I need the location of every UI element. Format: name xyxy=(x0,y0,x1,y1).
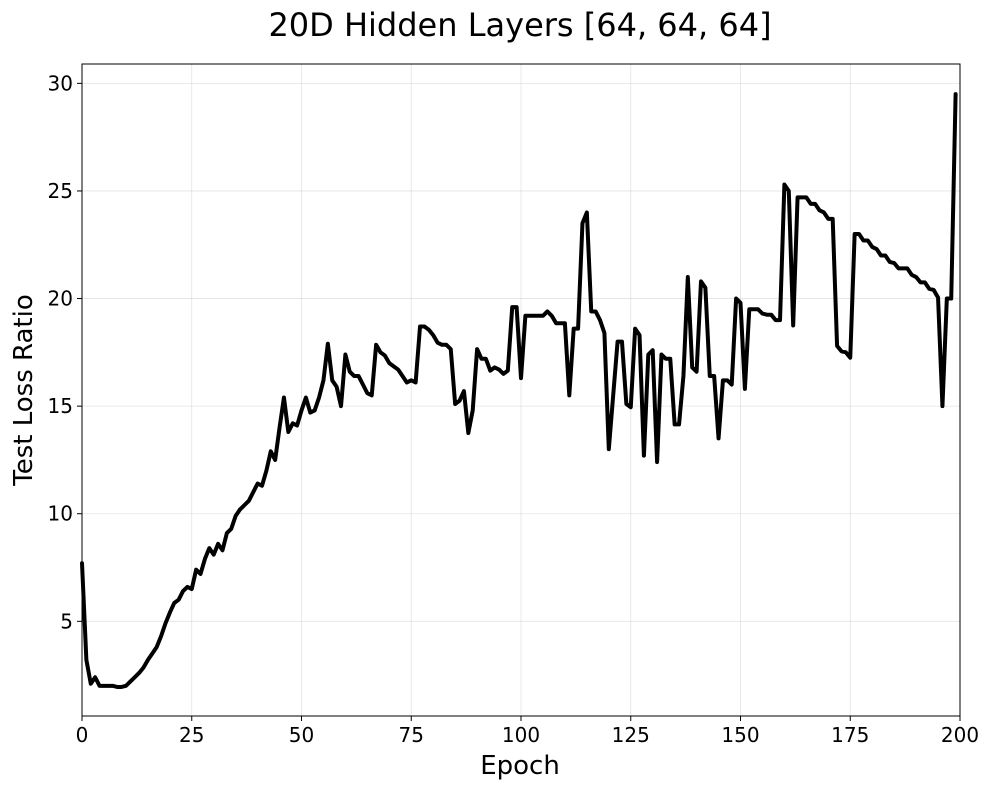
x-tick-label: 75 xyxy=(399,723,424,747)
x-tick-label: 25 xyxy=(179,723,204,747)
grid xyxy=(81,64,961,716)
series-line xyxy=(80,92,958,689)
x-tick-label: 125 xyxy=(612,723,650,747)
x-tick-label: 50 xyxy=(289,723,314,747)
x-tick-label: 175 xyxy=(831,723,869,747)
y-tick-label: 15 xyxy=(48,394,73,418)
y-tick-label: 5 xyxy=(60,609,73,633)
y-axis: 5 10 15 20 25 30 xyxy=(48,71,82,633)
x-tick-label: 0 xyxy=(76,723,89,747)
chart-title: 20D Hidden Layers [64, 64, 64] xyxy=(268,6,771,44)
y-tick-label: 25 xyxy=(48,179,73,203)
y-axis-label: Test Loss Ratio xyxy=(9,294,39,487)
x-axis-label: Epoch xyxy=(480,751,560,781)
x-tick-label: 150 xyxy=(721,723,759,747)
x-tick-label: 100 xyxy=(502,723,540,747)
x-tick-label: 200 xyxy=(941,723,979,747)
y-tick-label: 20 xyxy=(48,287,73,311)
x-axis: 0 25 50 75 100 125 150 175 200 xyxy=(76,716,979,747)
y-tick-label: 30 xyxy=(48,71,73,95)
y-tick-label: 10 xyxy=(48,502,73,526)
